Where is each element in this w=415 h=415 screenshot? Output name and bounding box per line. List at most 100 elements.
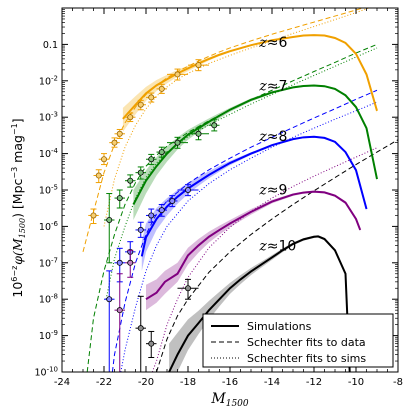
obs-point-z9 [114,273,125,372]
obs-point-z8 [104,270,115,372]
observed-points [88,59,220,372]
obs-marker [148,212,155,219]
fit-data-line-z6 [82,8,365,252]
y-tick-label: 10-5 [39,184,58,197]
obs-point-z10 [146,330,157,359]
obs-marker [116,307,123,314]
obs-point-z6 [98,153,110,166]
y-tick-label: 10-6 [39,220,59,233]
y-tick-exp: -5 [51,184,58,192]
simulation-lines [122,34,378,372]
fit-data-line-z10 [156,139,398,372]
legend-label-solid: Simulations [247,320,312,333]
obs-point-z7 [188,127,209,141]
obs-marker [137,101,144,108]
sim-line-z10 [168,235,351,372]
z-label-z7: z≈7 [258,78,287,94]
legend-label-dotted: Schechter fits to sims [247,352,366,365]
band-z9 [146,190,361,311]
redshift-labels: z≈6z≈7z≈8z≈9z≈10 [258,35,296,254]
x-axis-label: M1500 [210,391,249,409]
obs-marker [174,71,181,78]
y-tick-exp: -4 [51,147,59,155]
legend-label-dashed: Schechter fits to data [247,336,366,349]
z-value: ≈10 [267,238,297,254]
obs-marker [127,114,134,121]
obs-point-z6 [167,68,188,81]
obs-marker [127,177,134,184]
x-tick-label: -22 [96,377,112,388]
obs-marker [116,195,123,202]
y-tick-base: 10 [39,186,51,197]
obs-marker [127,259,134,266]
obs-point-z6 [88,208,99,225]
z-label-z10: z≈10 [258,238,296,254]
obs-point-z6 [135,99,146,111]
sim-line-z6 [122,34,378,120]
obs-marker [184,285,191,292]
obs-marker [137,325,144,332]
obs-marker [101,156,108,163]
obs-point-z8 [167,195,178,208]
y-tick-base: 10 [34,368,46,379]
obs-marker [106,216,113,223]
y-tick-exp: -2 [51,74,58,82]
y-tick-base: 10 [39,295,51,306]
sim-line-z8 [140,135,368,257]
y-tick-exp: -7 [51,256,58,264]
obs-point-z7 [156,146,167,158]
obs-marker [116,259,123,266]
obs-point-z6 [93,169,104,184]
obs-marker [158,207,165,214]
y-axis-label: 106−zφ(M1500) [Mpc−3 mag−1] [10,118,27,297]
x-tick-label: -18 [180,377,196,388]
obs-point-z9 [125,249,136,278]
z-symbol: z [258,78,267,94]
band-z8 [141,135,367,271]
y-tick-label: 10-7 [39,256,58,269]
y-tick-exp: -8 [51,293,58,301]
y-tick-base: 10 [39,258,51,269]
obs-marker [174,139,181,146]
obs-point-z7 [104,193,115,264]
obs-marker [158,85,165,92]
y-tick-base: 10 [39,222,51,233]
obs-marker [211,122,218,129]
z-label-z6: z≈6 [258,35,287,51]
y-tick-exp: -6 [51,220,59,228]
obs-marker [158,149,165,156]
y-tick-exp: -10 [47,366,58,374]
y-tick-label: 10-3 [39,111,58,124]
obs-point-z10 [135,295,146,372]
obs-point-z8 [146,208,157,223]
x-tick-label: -10 [348,377,364,388]
x-tick-label: -14 [264,377,280,388]
y-tick-exp: -3 [51,111,58,119]
obs-point-z6 [125,112,136,123]
obs-marker [148,156,155,163]
x-tick-label: -12 [306,377,322,388]
y-tick-base: 10 [39,113,51,124]
obs-marker [137,169,144,176]
z-symbol: z [258,129,267,145]
obs-point-z7 [146,153,157,166]
obs-marker [148,94,155,101]
z-symbol: z [258,183,267,199]
uncertainty-bands [122,34,378,372]
obs-point-z6 [156,83,167,94]
legend: Simulations Schechter fits to data Schecht… [202,313,394,368]
obs-point-z10 [177,278,199,300]
obs-marker [106,296,113,303]
obs-point-z7 [167,136,188,149]
z-symbol: z [258,35,267,51]
obs-marker [90,212,97,219]
axis-ticks: -24 -22 -20 -18 -16 -14 -12 -10 -810-1010-910-81… [34,8,403,388]
obs-marker [95,172,102,179]
x-tick-label: -8 [393,377,403,388]
y-tick-base: 10 [39,76,51,87]
y-tick-exp: -9 [51,329,58,337]
y-tick-label: 10-4 [39,147,59,160]
x-tick-label: -16 [222,377,238,388]
y-tick-base: 10 [39,149,51,160]
